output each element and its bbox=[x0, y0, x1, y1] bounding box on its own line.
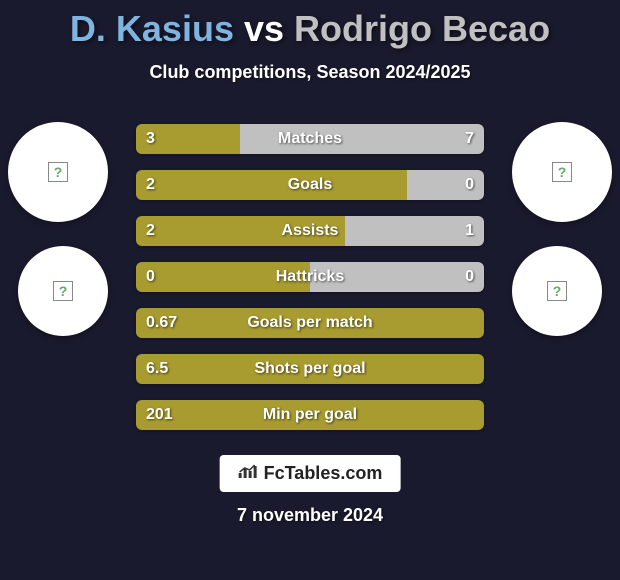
bar-left-segment bbox=[136, 262, 310, 292]
image-placeholder-icon: ? bbox=[552, 162, 572, 182]
comparison-bars: 37Matches 20Goals 21Assists 00Hattricks 0.67… bbox=[136, 124, 484, 446]
bar-left-segment bbox=[136, 170, 407, 200]
brand-text: FcTables.com bbox=[264, 463, 383, 484]
brand-badge: FcTables.com bbox=[220, 455, 401, 492]
subtitle: Club competitions, Season 2024/2025 bbox=[0, 62, 620, 83]
bar-right-segment bbox=[407, 170, 484, 200]
bar-left-segment bbox=[136, 124, 240, 154]
bar-right-segment bbox=[310, 262, 484, 292]
player1-name: D. Kasius bbox=[70, 8, 234, 49]
stat-bar-row: 20Goals bbox=[136, 170, 484, 200]
player1-avatars: ? ? bbox=[8, 122, 108, 360]
bar-left-segment bbox=[136, 400, 484, 430]
bar-left-segment bbox=[136, 354, 484, 384]
bar-left-segment bbox=[136, 216, 345, 246]
chart-icon bbox=[238, 463, 258, 484]
stat-bar-row: 0.67Goals per match bbox=[136, 308, 484, 338]
vs-text: vs bbox=[244, 8, 284, 49]
stat-bar-row: 37Matches bbox=[136, 124, 484, 154]
comparison-title: D. Kasius vs Rodrigo Becao bbox=[0, 0, 620, 50]
player2-club-circle: ? bbox=[512, 246, 602, 336]
player2-name: Rodrigo Becao bbox=[294, 8, 550, 49]
player2-avatars: ? ? bbox=[512, 122, 612, 360]
footer-date: 7 november 2024 bbox=[0, 505, 620, 526]
stat-bar-row: 00Hattricks bbox=[136, 262, 484, 292]
stat-bar-row: 6.5Shots per goal bbox=[136, 354, 484, 384]
stat-bar-row: 201Min per goal bbox=[136, 400, 484, 430]
player2-photo-circle: ? bbox=[512, 122, 612, 222]
player1-photo-circle: ? bbox=[8, 122, 108, 222]
bar-right-segment bbox=[345, 216, 484, 246]
image-placeholder-icon: ? bbox=[547, 281, 567, 301]
image-placeholder-icon: ? bbox=[48, 162, 68, 182]
bar-left-segment bbox=[136, 308, 484, 338]
player1-club-circle: ? bbox=[18, 246, 108, 336]
bar-right-segment bbox=[240, 124, 484, 154]
image-placeholder-icon: ? bbox=[53, 281, 73, 301]
stat-bar-row: 21Assists bbox=[136, 216, 484, 246]
